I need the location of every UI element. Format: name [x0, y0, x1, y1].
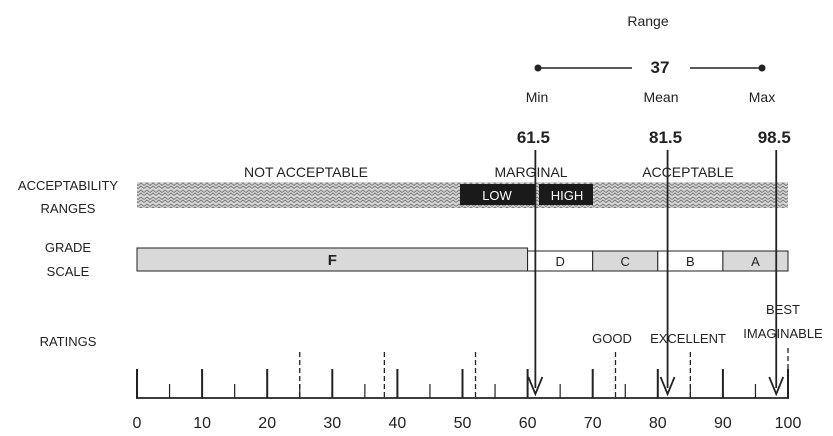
- range-max-dot: [758, 64, 766, 72]
- excellent-label: EXCELLENT: [650, 331, 726, 346]
- marginal-label: MARGINAL: [494, 164, 567, 180]
- marker-arrow-head: [768, 376, 785, 397]
- axis-tick-label: 70: [584, 415, 602, 432]
- grade-cell-label: F: [328, 252, 337, 269]
- grade-cell-a: [722, 250, 789, 272]
- best-label-1: BEST: [766, 302, 800, 317]
- mean-label: Mean: [643, 89, 678, 105]
- axis-tick-label: 0: [133, 415, 142, 432]
- marker-labels: 61.5 81.5 98.5: [517, 128, 791, 147]
- high-box: [539, 184, 593, 205]
- marker-value-label: 61.5: [517, 128, 550, 147]
- range-min-dot: [534, 64, 542, 72]
- marker-value-label: 98.5: [758, 128, 791, 147]
- grade-cell-label: B: [686, 254, 695, 269]
- marker-value-label: 81.5: [649, 128, 682, 147]
- marker-arrow-head: [659, 376, 676, 397]
- grade-cell-label: A: [751, 254, 760, 269]
- acceptable-label: ACCEPTABLE: [642, 164, 734, 180]
- axis-tick-label: 50: [454, 415, 472, 432]
- axis-tick-label: 90: [714, 415, 732, 432]
- axis-ticks: 0 10 20 30 40 50 60 70 80 90 100: [133, 348, 802, 432]
- high-label: HIGH: [551, 188, 584, 203]
- marker-arrows: [527, 150, 785, 397]
- grade-label-1: GRADE: [45, 240, 92, 255]
- good-label: GOOD: [592, 331, 632, 346]
- ratings-label: RATINGS: [40, 334, 97, 349]
- acceptability-label-1: ACCEPTABILITY: [18, 178, 119, 193]
- axis-tick-label: 10: [193, 415, 211, 432]
- grade-label-2: SCALE: [47, 264, 90, 279]
- grade-cell-label: C: [621, 254, 630, 269]
- axis-tick-label: 60: [519, 415, 537, 432]
- low-label: LOW: [482, 188, 512, 203]
- marker-arrow-head: [527, 376, 544, 397]
- range-title: Range: [627, 13, 668, 29]
- min-label: Min: [526, 89, 549, 105]
- range-value: 37: [651, 58, 670, 77]
- best-label-2: IMAGINABLE: [743, 326, 823, 341]
- axis-tick-label: 40: [389, 415, 407, 432]
- axis-tick-label: 20: [258, 415, 276, 432]
- max-label: Max: [749, 89, 775, 105]
- axis-tick-label: 80: [649, 415, 667, 432]
- acceptability-label-2: RANGES: [41, 201, 96, 216]
- axis-tick-label: 100: [775, 415, 802, 432]
- not-acceptable-label: NOT ACCEPTABLE: [244, 164, 368, 180]
- axis-tick-label: 30: [323, 415, 341, 432]
- grade-cell-label: D: [555, 254, 564, 269]
- low-box: [460, 184, 535, 205]
